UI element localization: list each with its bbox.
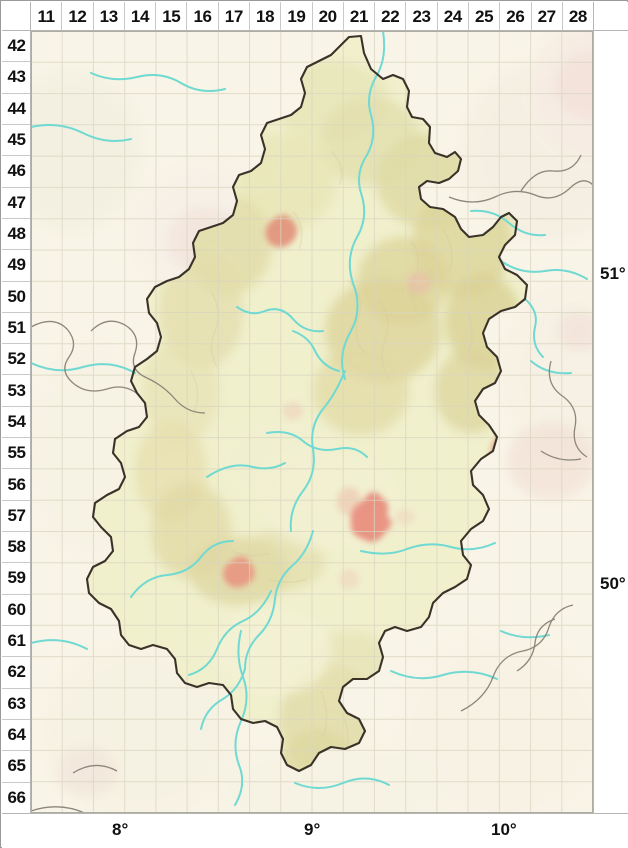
row-header-44[interactable]: 44	[2, 94, 31, 125]
row-header-50[interactable]: 50	[2, 282, 31, 313]
row-header-54[interactable]: 54	[2, 407, 31, 439]
row-header-52[interactable]: 52	[2, 344, 31, 376]
row-header-43[interactable]: 43	[2, 62, 31, 94]
row-header-66[interactable]: 66	[7, 787, 26, 807]
column-header-19[interactable]: 19	[281, 2, 313, 31]
column-header-20[interactable]: 20	[313, 2, 344, 31]
row-header-58[interactable]: 58	[2, 532, 31, 564]
grid-corner-blank	[2, 2, 31, 31]
row-header-63[interactable]: 63	[2, 689, 31, 720]
row-header-strip: 42 43 44 45 46 47 48 49 50 51 52 53 54 55 56 57 58 59 60 61…	[2, 31, 31, 813]
longitude-label-9: 9°	[304, 820, 321, 839]
map-canvas[interactable]	[31, 31, 593, 813]
row-header-right-rule	[30, 2, 31, 814]
longitude-label-10: 10°	[491, 820, 517, 839]
column-header-16[interactable]: 16	[187, 2, 219, 31]
right-margin-strip	[594, 2, 628, 848]
row-header-53[interactable]: 53	[2, 375, 31, 407]
column-header-23[interactable]: 23	[406, 2, 438, 31]
column-header-strip: 11 12 13 14 15 16 17 18 19 20 21 22 23 24 25 26 27 28	[31, 2, 593, 31]
column-header-17[interactable]: 17	[219, 2, 250, 31]
map-bottom-rule	[2, 813, 628, 814]
rivers	[31, 31, 588, 806]
map-frame	[31, 31, 593, 813]
column-header-22[interactable]: 22	[375, 2, 407, 31]
column-header-24[interactable]: 24	[438, 2, 469, 31]
row-header-56[interactable]: 56	[2, 469, 31, 501]
column-header-12[interactable]: 12	[62, 2, 94, 31]
column-header-14[interactable]: 14	[125, 2, 157, 31]
longitude-label-8: 8°	[112, 820, 129, 839]
row-header-61[interactable]: 61	[2, 626, 31, 658]
column-header-15[interactable]: 15	[156, 2, 188, 31]
column-header-27[interactable]: 27	[532, 2, 563, 31]
column-header-25[interactable]: 25	[469, 2, 501, 31]
column-header-26[interactable]: 26	[500, 2, 532, 31]
header-bottom-rule	[2, 30, 628, 31]
map-graphic	[31, 31, 593, 813]
latitude-label-51: 51°	[600, 264, 626, 283]
row-header-64[interactable]: 64	[2, 720, 31, 752]
header-right-rule	[593, 2, 594, 814]
row-header-48[interactable]: 48	[2, 219, 31, 251]
row-header-62[interactable]: 62	[2, 657, 31, 689]
column-header-18[interactable]: 18	[250, 2, 282, 31]
row-header-51[interactable]: 51	[2, 313, 31, 345]
row-header-42[interactable]: 42	[2, 31, 31, 63]
bottom-margin-strip	[2, 814, 628, 848]
row-header-60[interactable]: 60	[2, 595, 31, 626]
row-header-55[interactable]: 55	[2, 438, 31, 470]
row-header-59[interactable]: 59	[2, 563, 31, 595]
latitude-label-50: 50°	[600, 574, 626, 593]
row-header-45[interactable]: 45	[2, 125, 31, 157]
row-header-46[interactable]: 46	[2, 156, 31, 188]
column-header-21[interactable]: 21	[344, 2, 376, 31]
column-header-28[interactable]: 28	[568, 6, 588, 26]
row-header-57[interactable]: 57	[2, 501, 31, 532]
row-header-47[interactable]: 47	[2, 188, 31, 219]
row-header-49[interactable]: 49	[2, 250, 31, 282]
column-header-13[interactable]: 13	[94, 2, 125, 31]
row-header-65[interactable]: 65	[2, 751, 31, 783]
column-header-11[interactable]: 11	[31, 2, 63, 31]
